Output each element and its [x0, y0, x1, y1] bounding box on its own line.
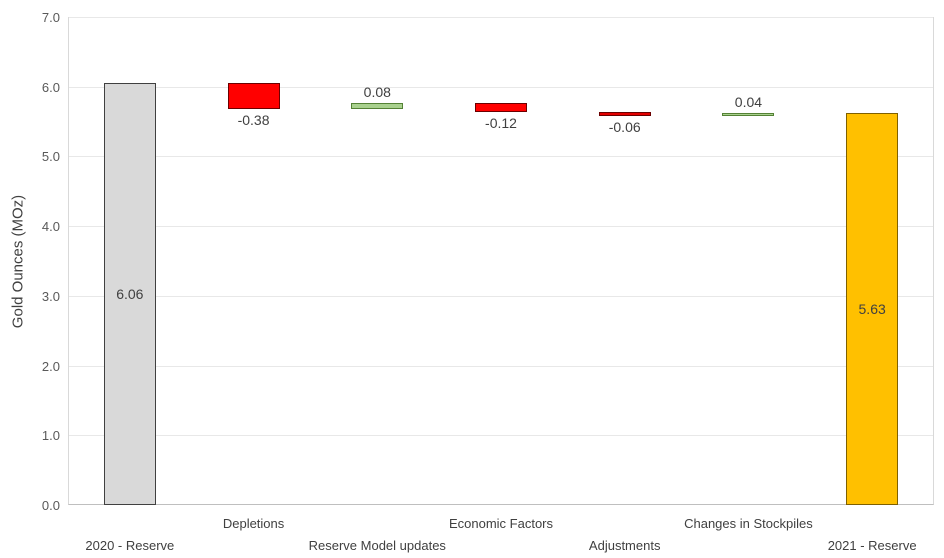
gridline [69, 226, 933, 228]
bar-economic-factors [475, 103, 527, 112]
x-label-economic-factors: Economic Factors [448, 516, 554, 531]
bar-2020-reserve [103, 82, 156, 505]
data-label-2021-reserve: 5.63 [858, 300, 886, 317]
bar-reserve-model-updates [351, 103, 404, 109]
gridline [69, 295, 933, 297]
y-axis-title: Gold Ounces (MOz) [9, 194, 27, 329]
x-label-depletions: Depletions [222, 516, 285, 531]
y-tick-label: 6.0 [41, 79, 60, 95]
data-label-reserve-model-updates: 0.08 [363, 84, 391, 101]
y-tick-label: 1.0 [41, 428, 60, 444]
gridline [69, 365, 933, 367]
data-label-2020-reserve: 6.06 [116, 285, 144, 302]
gridline [69, 17, 933, 19]
x-label-2020-reserve: 2020 - Reserve [85, 538, 175, 553]
gridline [69, 435, 933, 437]
y-tick-label: 2.0 [41, 358, 60, 374]
data-label-changes-in-stockpiles: 0.04 [734, 94, 763, 111]
gridline [69, 156, 933, 158]
data-label-economic-factors: -0.12 [485, 114, 517, 131]
x-label-adjustments: Adjustments [588, 538, 661, 553]
gridline [69, 86, 933, 88]
bar-changes-in-stockpiles [722, 113, 775, 116]
bar-2021-reserve [846, 112, 899, 505]
y-tick-label: 3.0 [41, 288, 60, 304]
x-label-2021-reserve: 2021 - Reserve [827, 538, 917, 553]
bar-adjustments [598, 111, 651, 116]
y-tick-label: 4.0 [41, 219, 60, 235]
y-tick-label: 5.0 [41, 149, 60, 165]
data-label-depletions: -0.38 [237, 112, 270, 129]
y-tick-label: 7.0 [41, 10, 60, 25]
data-label-adjustments: -0.06 [608, 118, 641, 135]
x-label-changes-in-stockpiles: Changes in Stockpiles [684, 516, 813, 531]
y-tick-label: 0.0 [41, 498, 60, 513]
plot-area [68, 17, 934, 505]
x-label-reserve-model-updates: Reserve Model updates [308, 538, 446, 553]
bar-depletions [227, 82, 280, 110]
